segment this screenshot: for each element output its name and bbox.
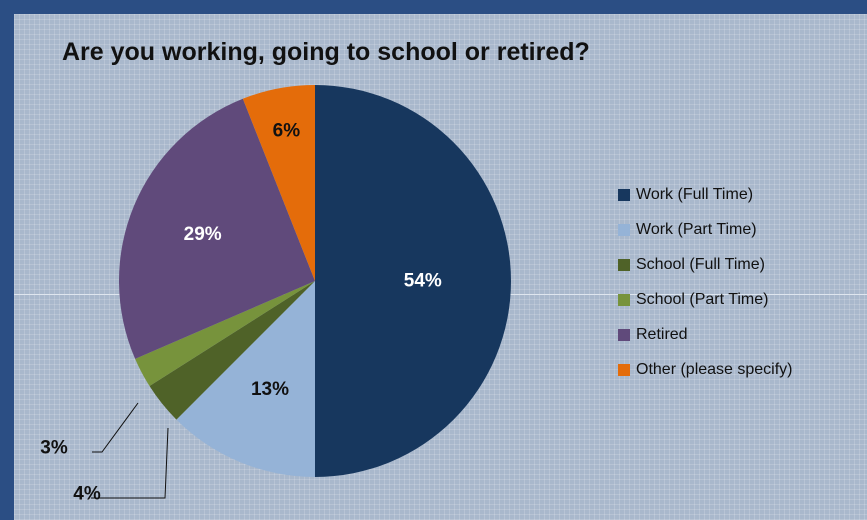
legend-swatch — [618, 363, 630, 376]
pie-slice-retired — [118, 98, 315, 359]
chart-title: Are you working, going to school or reti… — [62, 38, 590, 66]
legend-item-other-please-specify: Other (please specify) — [618, 352, 793, 387]
leader-line-school-full-time — [91, 427, 169, 499]
legend-label: School (Full Time) — [636, 255, 765, 273]
legend-item-work-full-time: Work (Full Time) — [618, 177, 793, 212]
data-label-work-part-time: 13% — [251, 379, 289, 400]
pie-slice-other-please-specify — [242, 85, 315, 281]
chart-area: Are you working, going to school or reti… — [14, 14, 867, 520]
pie-slice-school-full-time — [149, 281, 315, 420]
legend-swatch — [618, 293, 630, 306]
data-label-school-part-time: 3% — [40, 438, 68, 459]
legend-swatch — [618, 328, 630, 341]
legend-swatch — [618, 188, 630, 201]
pie-slice-work-full-time — [315, 85, 511, 477]
legend-swatch — [618, 223, 630, 236]
legend-label: Work (Full Time) — [636, 185, 754, 203]
legend-item-work-part-time: Work (Part Time) — [618, 212, 793, 247]
legend-label: Retired — [636, 325, 688, 343]
legend-label: Other (please specify) — [636, 360, 793, 378]
legend-item-school-part-time: School (Part Time) — [618, 282, 793, 317]
chart-legend: Work (Full Time) Work (Part Time) School (… — [618, 177, 793, 387]
legend-item-school-full-time: School (Full Time) — [618, 247, 793, 282]
legend-label: School (Part Time) — [636, 290, 769, 308]
legend-swatch — [618, 258, 630, 271]
data-label-retired: 29% — [184, 224, 222, 245]
legend-label: Work (Part Time) — [636, 220, 757, 238]
data-label-school-full-time: 4% — [73, 484, 101, 505]
leader-line-school-part-time — [92, 402, 139, 453]
pie-slice-work-part-time — [176, 281, 315, 477]
pie-chart: 54% 13% 4% 3% 29% 6% — [40, 85, 511, 505]
data-label-work-full-time: 54% — [404, 271, 442, 292]
pie-slice-school-part-time — [135, 281, 315, 387]
data-label-other-please-specify: 6% — [273, 120, 301, 141]
legend-item-retired: Retired — [618, 317, 793, 352]
